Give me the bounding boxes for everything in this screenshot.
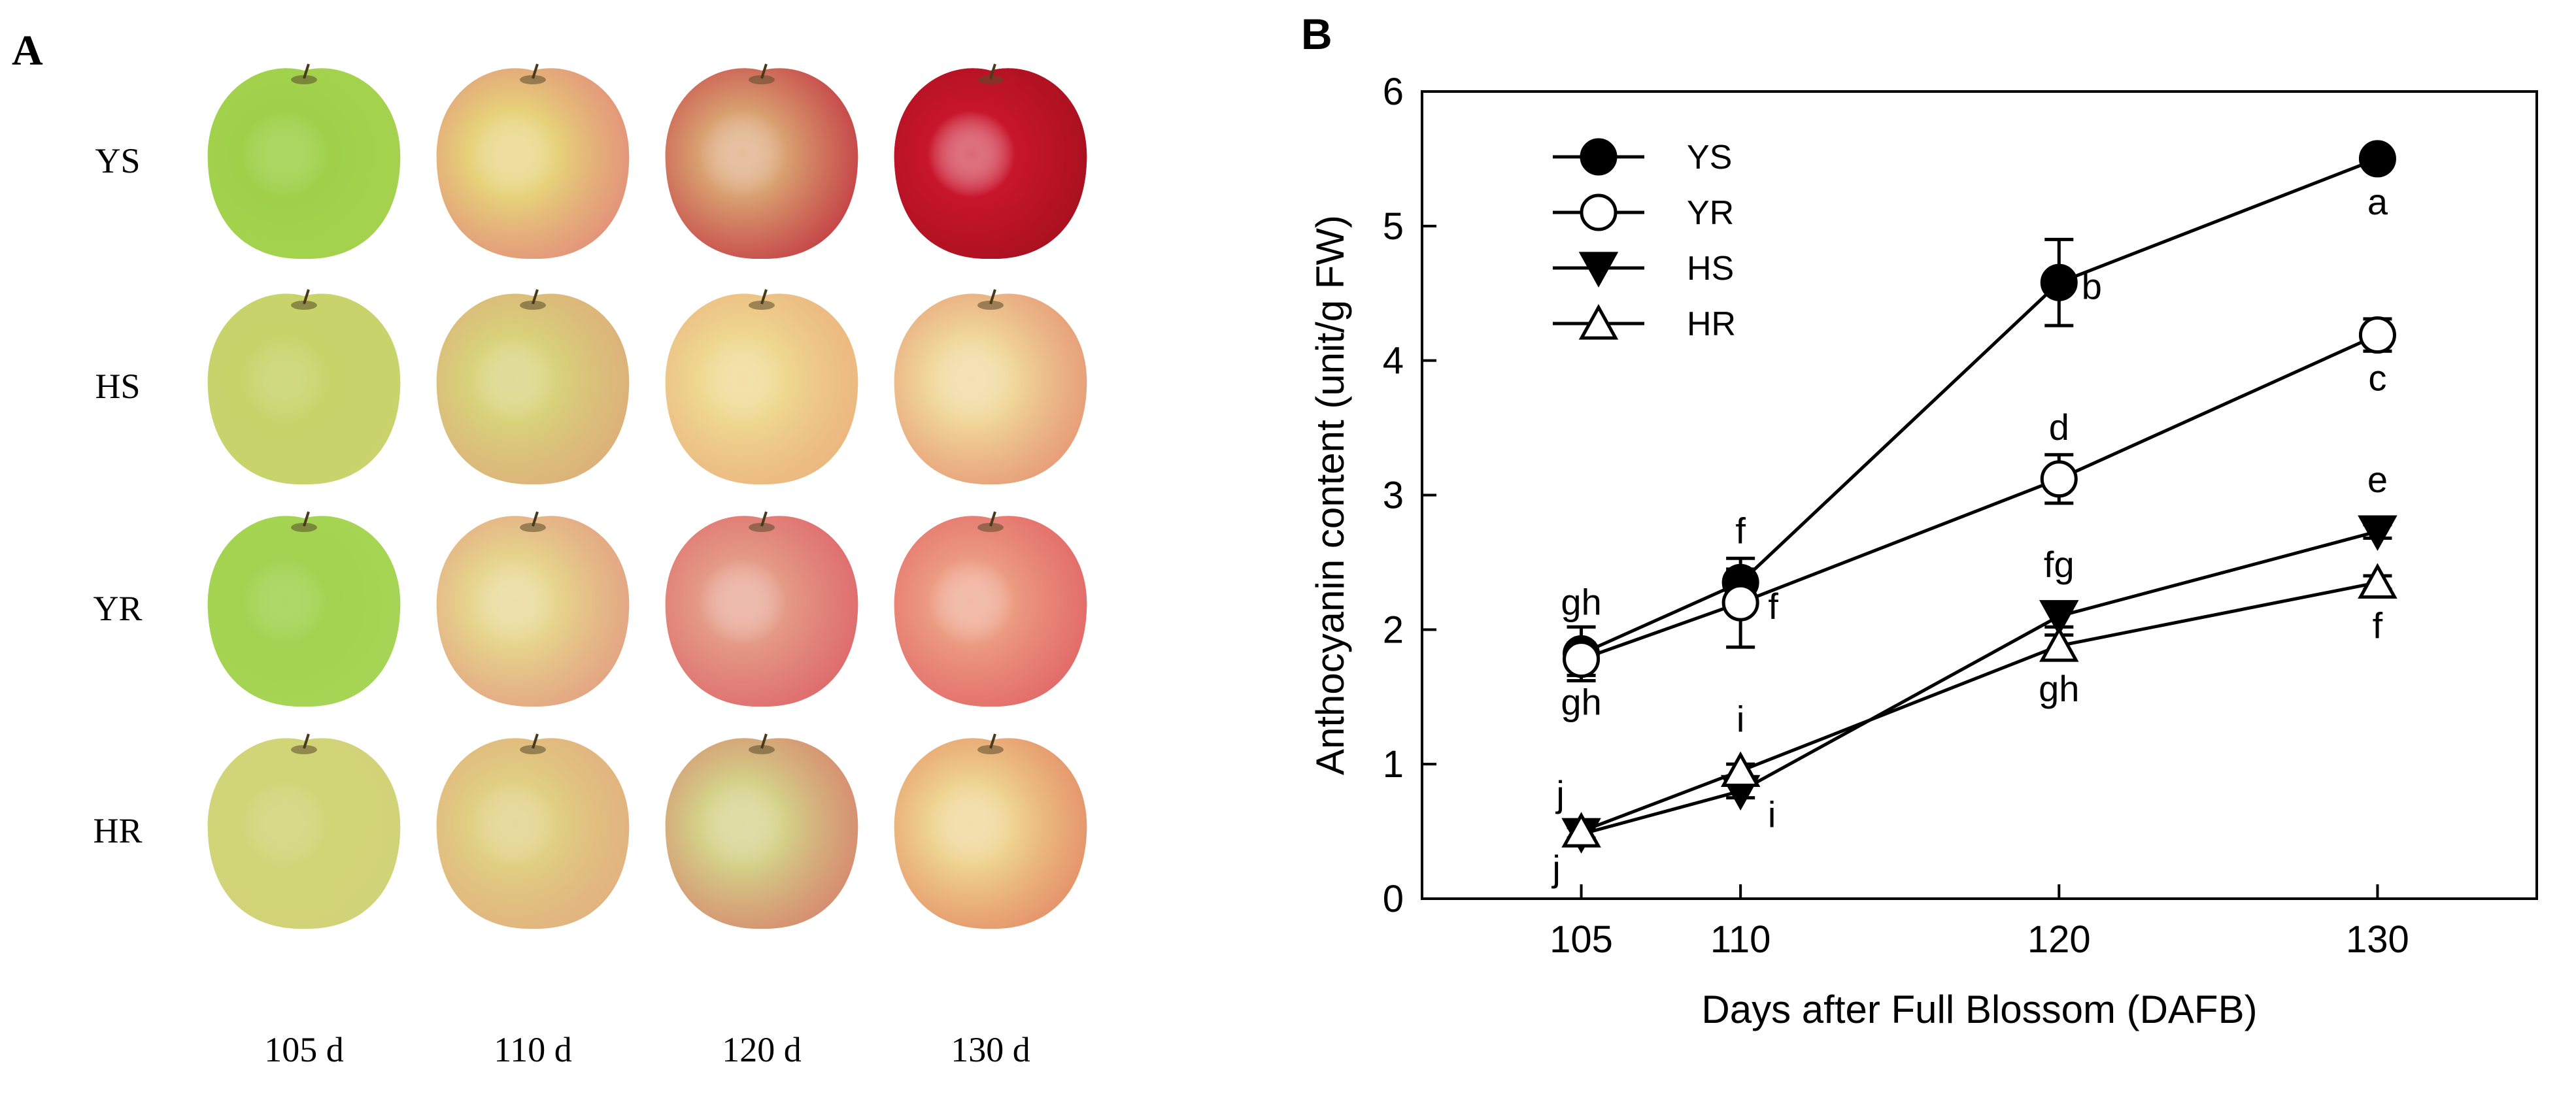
x-tick-label: 110 xyxy=(1710,918,1771,961)
data-point-yr xyxy=(1563,641,1601,678)
data-point-hs xyxy=(2039,600,2079,636)
y-tick-label: 3 xyxy=(1383,475,1404,517)
x-axis-label: Days after Full Blossom (DAFB) xyxy=(1701,988,2257,1031)
apple-photo-yr-3 xyxy=(894,511,1087,707)
row-label-ys: YS xyxy=(95,141,141,180)
apple-photo-hs-1 xyxy=(436,289,630,485)
column-label-3: 130 d xyxy=(951,1030,1030,1069)
row-label-yr: YR xyxy=(93,589,143,628)
y-tick-label: 1 xyxy=(1383,743,1404,786)
data-point-ys xyxy=(2040,263,2078,301)
data-point-hr xyxy=(1561,812,1601,848)
anthocyanin-line-chart: B 0 1 2 3 4 5 6 105 110 120 130 Days after Full Blos… xyxy=(1301,10,2538,1031)
column-label-2: 120 d xyxy=(722,1030,802,1069)
legend-label-hs: HS xyxy=(1687,250,1734,288)
apple-photo-hr-3 xyxy=(894,733,1087,929)
significance-letter-hs: fg xyxy=(2044,544,2075,585)
significance-letter-ys: a xyxy=(2367,181,2388,222)
series-line-hr xyxy=(1580,580,2378,833)
y-tick-label: 0 xyxy=(1383,878,1404,920)
y-axis-label: Anthocyanin content (unit/g FW) xyxy=(1308,215,1352,775)
data-point-hs xyxy=(2358,515,2398,551)
apple-photo-hs-0 xyxy=(207,289,401,485)
legend-marker-hr xyxy=(1578,304,1619,340)
y-tick-label: 5 xyxy=(1383,205,1404,248)
series-line-hs xyxy=(1580,529,2379,836)
significance-letter-yr: gh xyxy=(1561,682,1601,723)
y-tick-label: 4 xyxy=(1383,340,1404,382)
significance-letter-hs: e xyxy=(2367,459,2388,500)
apple-photo-yr-0 xyxy=(207,511,401,707)
legend-label-ys: YS xyxy=(1687,139,1732,176)
significance-letter-hs: j xyxy=(1551,848,1560,889)
apple-photo-ys-0 xyxy=(207,63,401,259)
significance-letter-hr: j xyxy=(1555,773,1564,814)
significance-letter-ys: gh xyxy=(1561,581,1601,622)
significance-letter-hr: i xyxy=(1737,698,1744,739)
row-label-hr: HR xyxy=(93,811,143,850)
significance-letter-yr: f xyxy=(1768,586,1778,627)
legend-marker-ys xyxy=(1580,138,1618,176)
column-label-0: 105 d xyxy=(264,1030,344,1069)
apple-photo-yr-1 xyxy=(436,511,630,707)
data-point-ys xyxy=(2358,140,2396,178)
legend-marker-hs xyxy=(1578,252,1619,288)
significance-letter-hr: f xyxy=(2373,605,2383,646)
data-point-hr xyxy=(2358,563,2398,599)
row-label-hs: HS xyxy=(95,367,141,406)
series-line-ys xyxy=(1580,157,2379,656)
apple-photo-hr-0 xyxy=(207,733,401,929)
significance-letter-hr: gh xyxy=(2039,668,2079,709)
significance-letter-yr: c xyxy=(2368,358,2386,399)
data-point-yr xyxy=(2358,316,2396,354)
significance-letter-hs: i xyxy=(1768,793,1776,835)
significance-letter-ys: f xyxy=(1735,510,1746,551)
panel-b-label: B xyxy=(1301,10,1332,58)
apple-photo-yr-2 xyxy=(665,511,858,707)
legend-marker-yr xyxy=(1580,193,1618,231)
y-tick-label: 2 xyxy=(1383,608,1404,651)
apple-photo-hs-3 xyxy=(894,289,1087,485)
legend-label-hr: HR xyxy=(1687,305,1736,343)
x-tick-label: 130 xyxy=(2346,918,2409,961)
data-point-hr xyxy=(2039,626,2079,662)
x-tick-label: 120 xyxy=(2027,918,2091,961)
apple-photo-hr-1 xyxy=(436,733,630,929)
apple-photo-ys-1 xyxy=(436,63,630,259)
y-tick-label: 6 xyxy=(1383,71,1404,113)
series-line-yr xyxy=(1580,333,2379,661)
apple-photo-ys-3 xyxy=(894,63,1087,259)
data-point-hr xyxy=(1720,751,1761,788)
column-label-1: 110 d xyxy=(494,1030,572,1069)
legend-label-yr: YR xyxy=(1687,194,1734,232)
x-tick-label: 105 xyxy=(1550,918,1613,961)
apple-photo-hs-2 xyxy=(665,289,858,485)
data-point-yr xyxy=(1721,584,1759,622)
panel-a-label: A xyxy=(12,27,43,75)
significance-letter-ys: b xyxy=(2082,265,2102,307)
significance-letter-yr: d xyxy=(2049,407,2069,448)
apple-photo-ys-2 xyxy=(665,63,858,259)
data-point-yr xyxy=(2040,460,2078,498)
apple-photo-hr-2 xyxy=(665,733,858,929)
